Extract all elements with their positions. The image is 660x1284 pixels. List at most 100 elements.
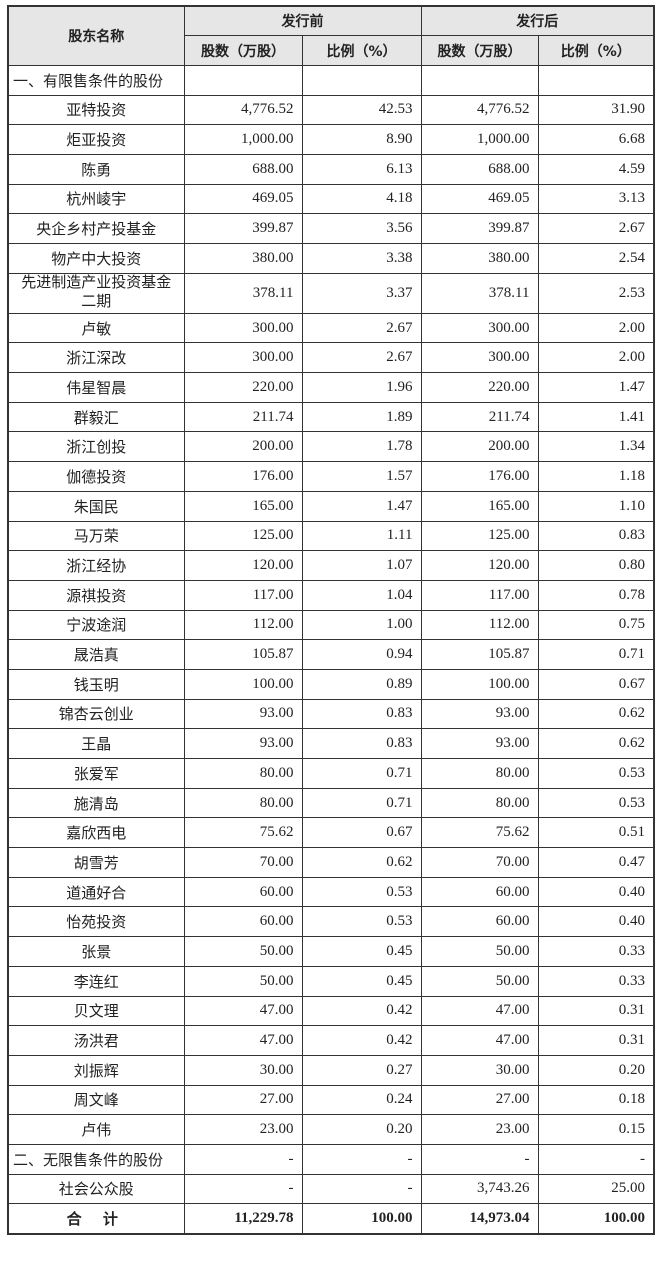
shareholder-name: 社会公众股 bbox=[7, 1173, 185, 1205]
ratio-before: - bbox=[301, 1143, 422, 1175]
table-row: 张景 50.00 0.45 50.00 0.33 bbox=[7, 936, 655, 967]
table-row: 贝文理 47.00 0.42 47.00 0.31 bbox=[7, 995, 655, 1027]
ratio-after: 4.59 bbox=[537, 153, 655, 185]
ratio-after: 25.00 bbox=[537, 1173, 655, 1205]
shares-before: - bbox=[183, 1143, 303, 1175]
ratio-before: 0.20 bbox=[301, 1114, 422, 1145]
shareholder-name: 嘉欣西电 bbox=[7, 817, 185, 849]
ratio-after: 0.62 bbox=[537, 728, 655, 759]
ratio-after: 1.41 bbox=[537, 401, 655, 433]
shares-after: 27.00 bbox=[420, 1084, 539, 1116]
ratio-before: 4.18 bbox=[301, 183, 422, 215]
table-row: 嘉欣西电 75.62 0.67 75.62 0.51 bbox=[7, 817, 655, 849]
shares-after: 47.00 bbox=[420, 1025, 539, 1056]
shares-after: 380.00 bbox=[420, 243, 539, 274]
ratio-before: 6.13 bbox=[301, 153, 422, 185]
shares-after: 14,973.04 bbox=[420, 1203, 539, 1234]
shareholder-name: 浙江经协 bbox=[7, 550, 185, 581]
shares-before: 70.00 bbox=[183, 847, 303, 878]
ratio-after: 0.62 bbox=[537, 698, 655, 730]
ratio-before: 8.90 bbox=[301, 124, 422, 155]
shares-after: 60.00 bbox=[420, 876, 539, 908]
ratio-before: 0.62 bbox=[301, 847, 422, 878]
shares-before: 93.00 bbox=[183, 698, 303, 730]
table-row: 伽德投资 176.00 1.57 176.00 1.18 bbox=[7, 461, 655, 492]
ratio-after: 0.83 bbox=[537, 520, 655, 552]
section-row-unrestricted: 二、无限售条件的股份 - - - - bbox=[7, 1143, 655, 1175]
ratio-before: 1.78 bbox=[301, 431, 422, 463]
table-row: 卢伟 23.00 0.20 23.00 0.15 bbox=[7, 1114, 655, 1145]
ratio-after: 2.53 bbox=[537, 272, 655, 314]
ratio-before: 0.27 bbox=[301, 1054, 422, 1086]
table-row: 物产中大投资 380.00 3.38 380.00 2.54 bbox=[7, 243, 655, 274]
shares-after: 70.00 bbox=[420, 847, 539, 878]
shares-after: 47.00 bbox=[420, 995, 539, 1027]
shares-before: 688.00 bbox=[183, 153, 303, 185]
shareholder-name: 伽德投资 bbox=[7, 461, 185, 492]
shares-after: - bbox=[420, 1143, 539, 1175]
shareholder-name: 源祺投资 bbox=[7, 579, 185, 611]
ratio-before: 0.83 bbox=[301, 728, 422, 759]
ratio-before: 42.53 bbox=[301, 94, 422, 126]
ratio-after: 6.68 bbox=[537, 124, 655, 155]
shares-after: 220.00 bbox=[420, 372, 539, 403]
table-row: 源祺投资 117.00 1.04 117.00 0.78 bbox=[7, 579, 655, 611]
shares-before: 1,000.00 bbox=[183, 124, 303, 155]
shares-after: 100.00 bbox=[420, 668, 539, 700]
shares-after: 112.00 bbox=[420, 609, 539, 641]
shareholder-name: 炬亚投资 bbox=[7, 124, 185, 155]
ratio-before: 1.07 bbox=[301, 550, 422, 581]
ratio-before: 0.71 bbox=[301, 787, 422, 819]
shareholder-name: 王晶 bbox=[7, 728, 185, 759]
section-label: 一、有限售条件的股份 bbox=[7, 64, 185, 96]
shares-after: 125.00 bbox=[420, 520, 539, 552]
shares-after: 105.87 bbox=[420, 639, 539, 670]
table-row: 李连红 50.00 0.45 50.00 0.33 bbox=[7, 965, 655, 997]
shareholder-name: 胡雪芳 bbox=[7, 847, 185, 878]
ratio-after: 0.20 bbox=[537, 1054, 655, 1086]
shares-before: 47.00 bbox=[183, 995, 303, 1027]
ratio-after: 0.40 bbox=[537, 876, 655, 908]
shareholder-name: 钱玉明 bbox=[7, 668, 185, 700]
ratio-before: 0.67 bbox=[301, 817, 422, 849]
ratio-after: 0.31 bbox=[537, 995, 655, 1027]
ratio-after: 0.18 bbox=[537, 1084, 655, 1116]
table-row: 浙江经协 120.00 1.07 120.00 0.80 bbox=[7, 550, 655, 581]
ratio-before: 2.67 bbox=[301, 312, 422, 344]
ratio-after: 0.53 bbox=[537, 758, 655, 789]
ratio-after: 0.78 bbox=[537, 579, 655, 611]
ratio-after: 1.18 bbox=[537, 461, 655, 492]
ratio-before: 0.53 bbox=[301, 906, 422, 938]
shares-after: 688.00 bbox=[420, 153, 539, 185]
ratio-before: 1.11 bbox=[301, 520, 422, 552]
ratio-after: 0.33 bbox=[537, 936, 655, 967]
shares-after: 1,000.00 bbox=[420, 124, 539, 155]
ratio-before: 0.42 bbox=[301, 1025, 422, 1056]
ratio-before: 0.42 bbox=[301, 995, 422, 1027]
shares-before: 211.74 bbox=[183, 401, 303, 433]
shareholder-name: 先进制造产业投资基金二期 bbox=[7, 272, 185, 314]
shareholder-name: 贝文理 bbox=[7, 995, 185, 1027]
table-row: 刘振辉 30.00 0.27 30.00 0.20 bbox=[7, 1054, 655, 1086]
shareholder-name: 杭州崚宇 bbox=[7, 183, 185, 215]
ratio-after: 0.47 bbox=[537, 847, 655, 878]
header-before-issue: 发行前 bbox=[183, 5, 422, 37]
shares-after: 300.00 bbox=[420, 312, 539, 344]
ratio-before: 1.57 bbox=[301, 461, 422, 492]
total-row: 合 计 11,229.78 100.00 14,973.04 100.00 bbox=[7, 1203, 655, 1234]
table-row: 央企乡村产投基金 399.87 3.56 399.87 2.67 bbox=[7, 213, 655, 244]
ratio-after: 0.40 bbox=[537, 906, 655, 938]
header-shareholder-name: 股东名称 bbox=[7, 5, 185, 66]
ratio-before: 0.83 bbox=[301, 698, 422, 730]
shareholder-name: 浙江创投 bbox=[7, 431, 185, 463]
ratio-after: 0.31 bbox=[537, 1025, 655, 1056]
shares-before: 50.00 bbox=[183, 965, 303, 997]
shares-before: 23.00 bbox=[183, 1114, 303, 1145]
ratio-before: 0.89 bbox=[301, 668, 422, 700]
shares-after: 120.00 bbox=[420, 550, 539, 581]
shareholder-name: 怡苑投资 bbox=[7, 906, 185, 938]
table-row: 陈勇 688.00 6.13 688.00 4.59 bbox=[7, 153, 655, 185]
shareholder-name: 李连红 bbox=[7, 965, 185, 997]
shares-after: 23.00 bbox=[420, 1114, 539, 1145]
ratio-after: 0.71 bbox=[537, 639, 655, 670]
